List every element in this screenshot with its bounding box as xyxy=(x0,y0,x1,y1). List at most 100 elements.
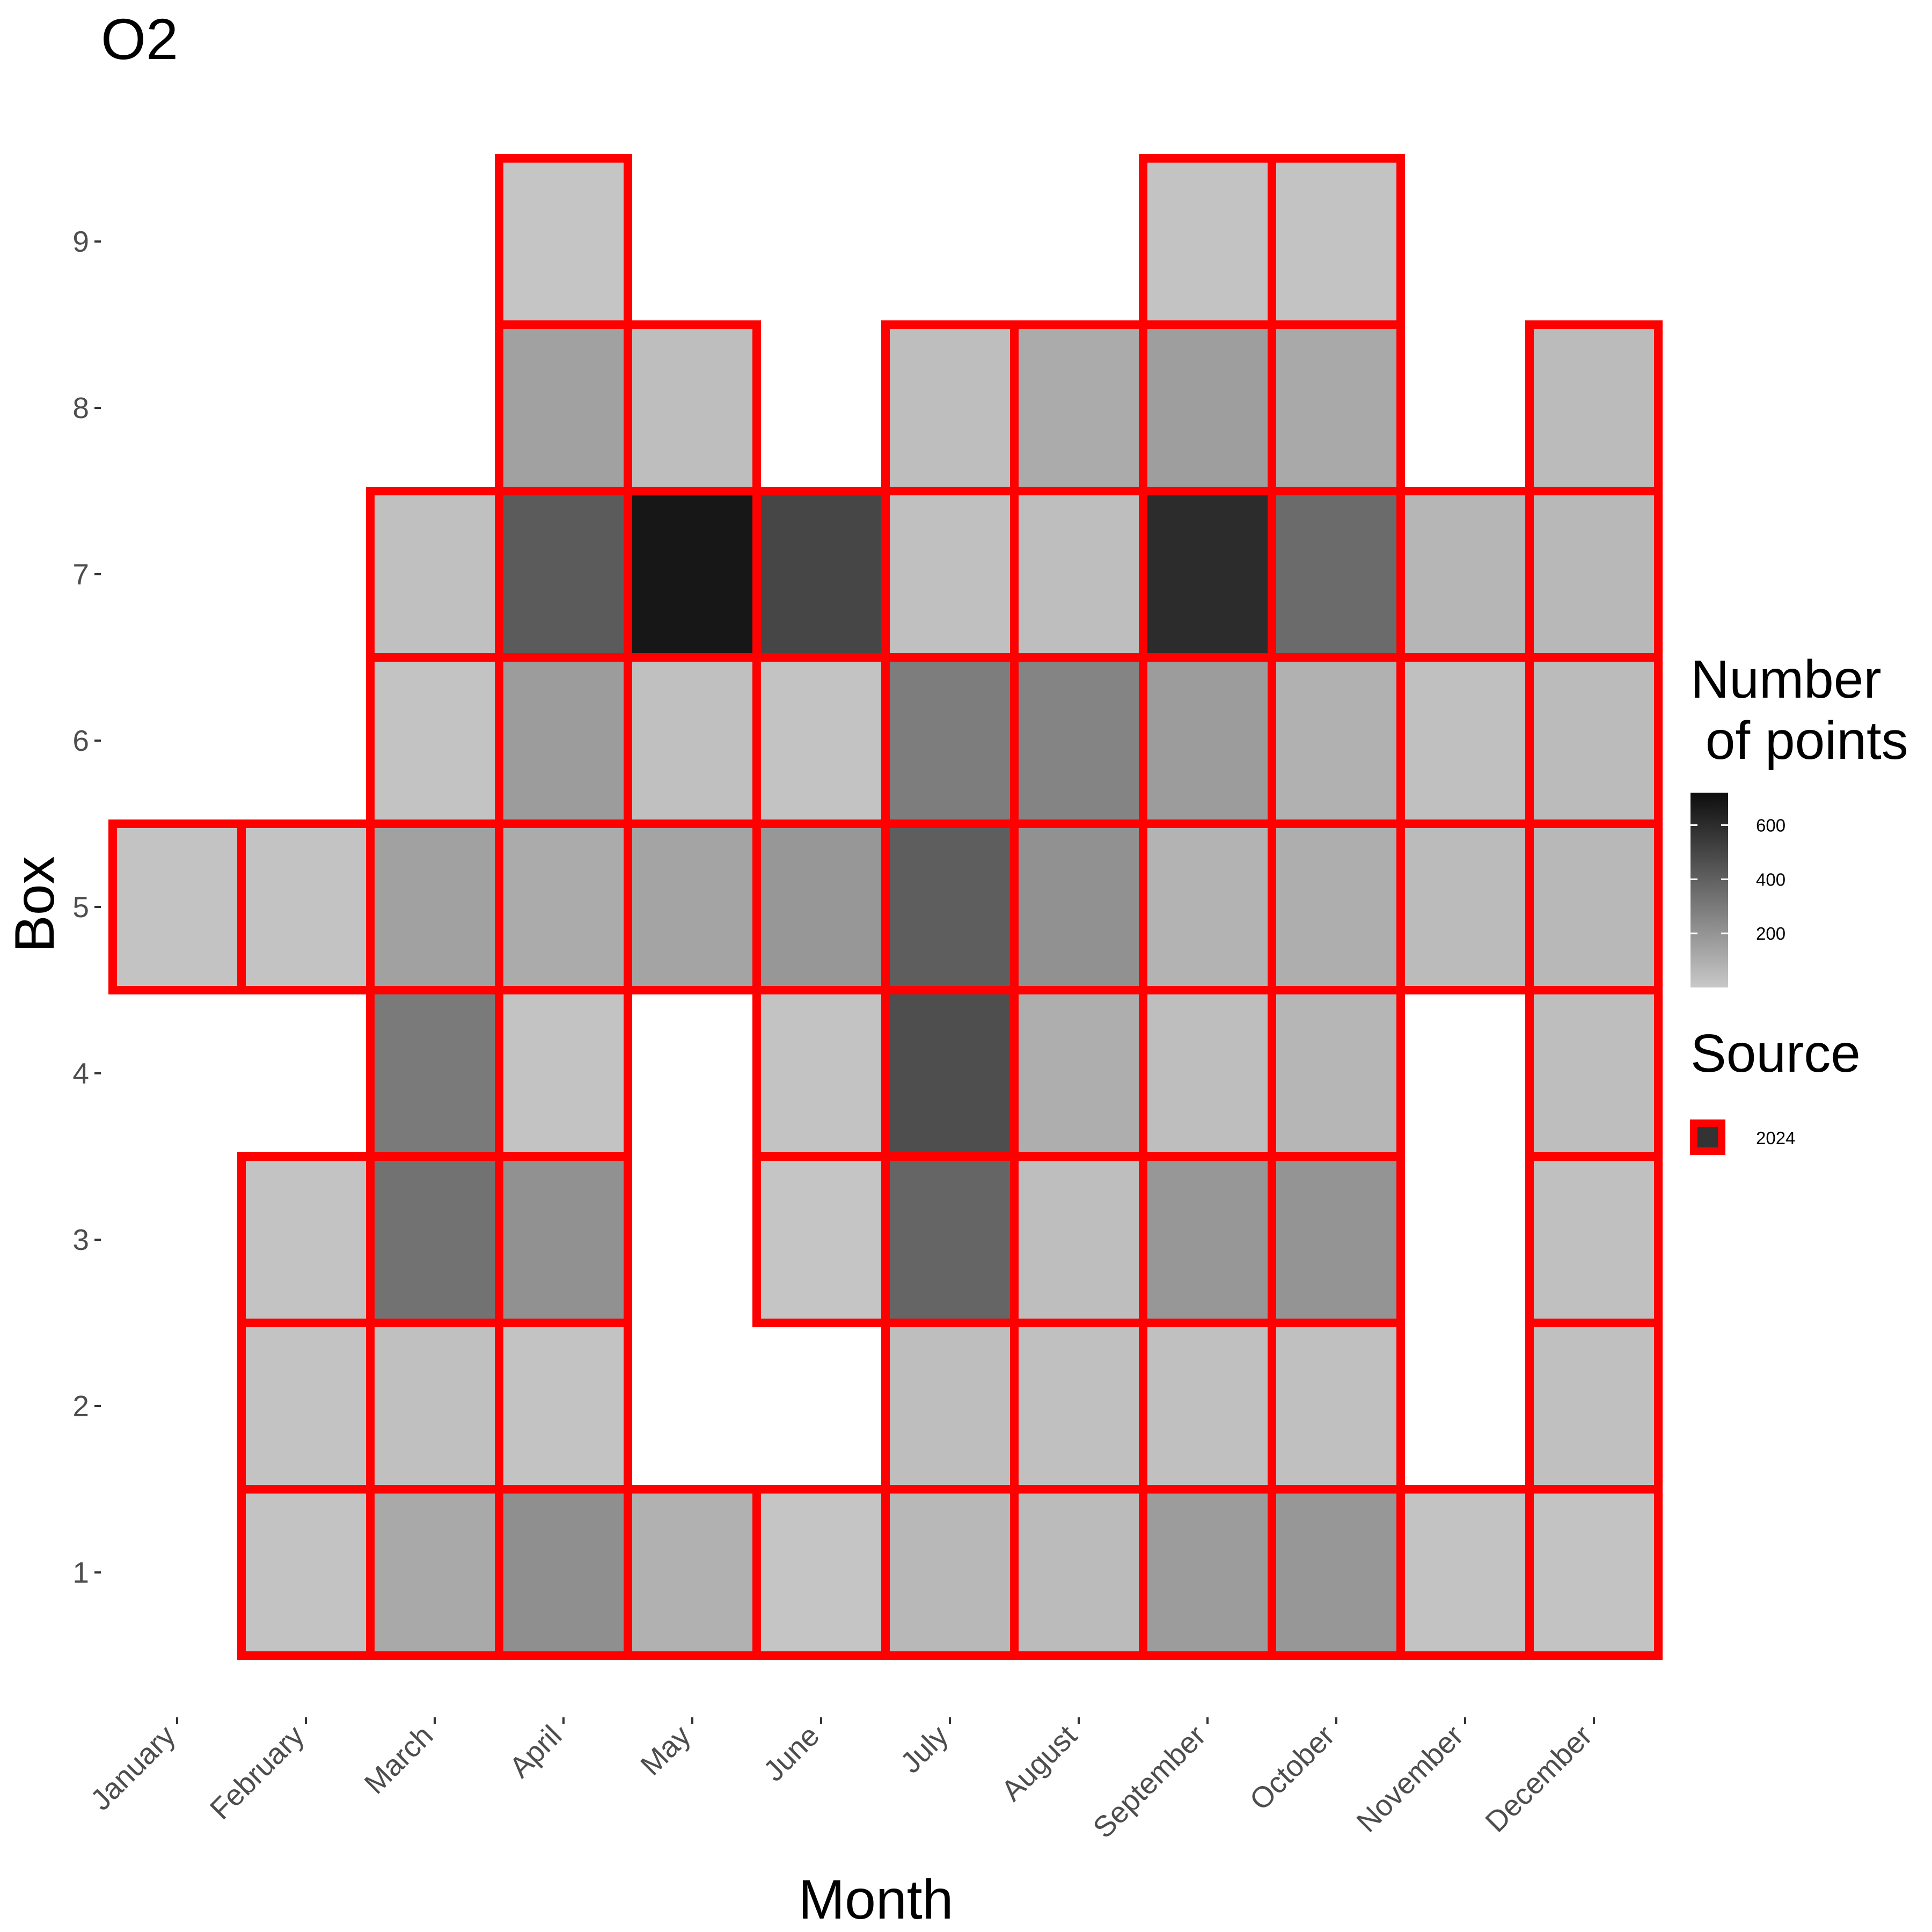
heatmap-tile xyxy=(881,986,1019,1161)
heatmap-tile xyxy=(881,1152,1019,1327)
x-tick-label: February xyxy=(203,1718,311,1826)
heatmap-tile xyxy=(881,653,1019,828)
x-tick-label: October xyxy=(1243,1719,1341,1817)
heatmap-tile xyxy=(1525,1485,1663,1660)
heatmap-tile xyxy=(366,653,503,828)
y-tick-label: 7 xyxy=(72,558,89,591)
heatmap-tile xyxy=(237,819,375,994)
heatmap-tile xyxy=(1268,819,1405,994)
heatmap-tile xyxy=(1139,154,1276,329)
heatmap-tile xyxy=(1396,487,1534,662)
heatmap-tile xyxy=(1010,1152,1147,1327)
x-tick-label: March xyxy=(358,1719,440,1801)
heatmap-tile xyxy=(1139,487,1276,662)
heatmap-tile xyxy=(1139,1152,1276,1327)
y-tick-label: 1 xyxy=(72,1556,89,1589)
heatmap-tile xyxy=(752,819,890,994)
heatmap-tile xyxy=(495,320,632,495)
heatmap-tile xyxy=(624,1485,761,1660)
heatmap-tile xyxy=(1525,986,1663,1161)
heatmap-tile xyxy=(1268,986,1405,1161)
heatmap-tile xyxy=(1010,653,1147,828)
colorbar-tick-label: 200 xyxy=(1756,924,1785,943)
heatmap-tile xyxy=(1010,1485,1147,1660)
heatmap-tile xyxy=(624,320,761,495)
heatmap-tile xyxy=(495,154,632,329)
heatmap-tile xyxy=(624,487,761,662)
heatmap-tile xyxy=(1525,320,1663,495)
heatmap-tile xyxy=(1396,653,1534,828)
x-tick-label: May xyxy=(634,1718,697,1782)
source-legend-label: 2024 xyxy=(1756,1128,1795,1148)
colorbar-title: Number of points xyxy=(1690,649,1908,771)
heatmap-tile xyxy=(1139,1319,1276,1494)
heatmap-tile xyxy=(366,1485,503,1660)
x-tick-label: September xyxy=(1086,1719,1212,1845)
heatmap-tile xyxy=(1525,487,1663,662)
heatmap-tile xyxy=(495,1485,632,1660)
heatmap-tile xyxy=(1268,653,1405,828)
heatmap-tile xyxy=(1396,1485,1534,1660)
heatmap-tile xyxy=(1525,819,1663,994)
x-axis-title: Month xyxy=(798,1869,953,1931)
heatmap-tile xyxy=(1010,320,1147,495)
heatmap-tile xyxy=(366,986,503,1161)
heatmap-tile xyxy=(1010,487,1147,662)
x-tick-label: June xyxy=(757,1719,825,1788)
heatmap-tile xyxy=(881,1319,1019,1494)
heatmap-tile xyxy=(1268,1319,1405,1494)
colorbar-tick-label: 400 xyxy=(1756,869,1785,889)
heatmap-tile xyxy=(752,986,890,1161)
heatmap-tile xyxy=(1139,653,1276,828)
chart-title: O2 xyxy=(101,6,178,71)
heatmap-tile xyxy=(1396,819,1534,994)
heatmap-tile xyxy=(366,487,503,662)
heatmap-tile xyxy=(1139,986,1276,1161)
heatmap-tile xyxy=(1268,1152,1405,1327)
y-tick-label: 4 xyxy=(72,1057,89,1090)
heatmap-tile xyxy=(495,819,632,994)
colorbar-tick-label: 600 xyxy=(1756,816,1785,836)
x-tick-label: April xyxy=(503,1719,568,1784)
heatmap-tile xyxy=(881,320,1019,495)
heatmap-tile xyxy=(495,487,632,662)
heatmap-tile xyxy=(1268,1485,1405,1660)
heatmap-tile xyxy=(1525,1319,1663,1494)
heatmap-tile xyxy=(752,1152,890,1327)
heatmap-tile xyxy=(108,819,246,994)
heatmap-tile xyxy=(1139,320,1276,495)
x-tick-label: July xyxy=(894,1718,954,1779)
y-tick-label: 5 xyxy=(72,890,89,924)
heatmap-tile xyxy=(752,1485,890,1660)
colorbar-ticks: 200 400 600 xyxy=(1690,816,1785,943)
heatmap-tile xyxy=(1268,154,1405,329)
x-axis-ticks: January February March April May June July Augu… xyxy=(84,1717,1598,1845)
heatmap-tile xyxy=(881,1485,1019,1660)
y-axis-title: Box xyxy=(4,856,66,952)
heatmap-tile xyxy=(1010,819,1147,994)
heatmap-tile xyxy=(1010,986,1147,1161)
x-tick-label: November xyxy=(1350,1719,1469,1839)
source-legend: Source 2024 xyxy=(1690,1023,1861,1155)
heatmap-tile xyxy=(1525,1152,1663,1327)
y-axis-ticks: 1 2 3 4 5 6 7 8 9 xyxy=(72,225,101,1589)
y-tick-label: 6 xyxy=(72,724,89,757)
heatmap-tile xyxy=(752,487,890,662)
y-tick-label: 2 xyxy=(72,1389,89,1423)
y-tick-label: 3 xyxy=(72,1223,89,1256)
heatmap-tiles xyxy=(108,154,1663,1660)
heatmap-tile xyxy=(1010,1319,1147,1494)
y-tick-label: 9 xyxy=(72,225,89,258)
heatmap-tile xyxy=(237,1485,375,1660)
heatmap-tile xyxy=(366,819,503,994)
heatmap-tile xyxy=(495,1152,632,1327)
heatmap-tile xyxy=(1139,819,1276,994)
heatmap-tile xyxy=(1139,1485,1276,1660)
heatmap-tile xyxy=(624,819,761,994)
heatmap-tile xyxy=(495,653,632,828)
heatmap-tile xyxy=(881,487,1019,662)
heatmap-tile xyxy=(366,1152,503,1327)
heatmap-tile xyxy=(1268,487,1405,662)
x-tick-label: January xyxy=(84,1718,182,1817)
